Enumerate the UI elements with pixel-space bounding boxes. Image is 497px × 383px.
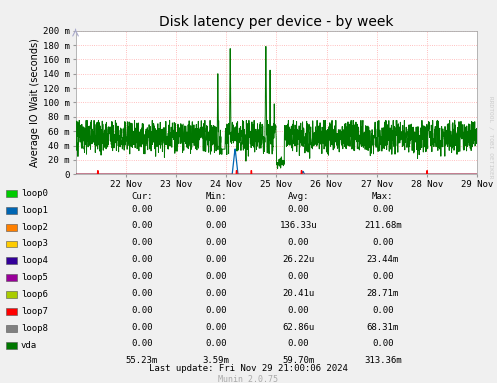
Text: 0.00: 0.00 (287, 238, 309, 247)
Text: 62.86u: 62.86u (282, 322, 314, 332)
Text: 68.31m: 68.31m (367, 322, 399, 332)
Text: 0.00: 0.00 (205, 289, 227, 298)
Text: 28.71m: 28.71m (367, 289, 399, 298)
Text: Min:: Min: (205, 192, 227, 201)
Text: 0.00: 0.00 (287, 306, 309, 315)
Text: loop3: loop3 (21, 239, 48, 249)
Text: 0.00: 0.00 (372, 238, 394, 247)
Text: 0.00: 0.00 (372, 205, 394, 214)
Text: loop7: loop7 (21, 307, 48, 316)
Text: 211.68m: 211.68m (364, 221, 402, 231)
Text: Max:: Max: (372, 192, 394, 201)
Text: 0.00: 0.00 (205, 255, 227, 264)
Text: RRDTOOL / TOBI OETIKER: RRDTOOL / TOBI OETIKER (489, 96, 494, 178)
Text: 0.00: 0.00 (205, 272, 227, 281)
Text: 0.00: 0.00 (205, 339, 227, 349)
Text: loop1: loop1 (21, 206, 48, 215)
Text: 136.33u: 136.33u (279, 221, 317, 231)
Text: 0.00: 0.00 (131, 289, 153, 298)
Text: loop0: loop0 (21, 189, 48, 198)
Text: loop4: loop4 (21, 256, 48, 265)
Text: 0.00: 0.00 (131, 238, 153, 247)
Text: loop2: loop2 (21, 223, 48, 232)
Text: 0.00: 0.00 (372, 272, 394, 281)
Text: 313.36m: 313.36m (364, 356, 402, 365)
Text: 55.23m: 55.23m (126, 356, 158, 365)
Text: 0.00: 0.00 (131, 306, 153, 315)
Text: 26.22u: 26.22u (282, 255, 314, 264)
Title: Disk latency per device - by week: Disk latency per device - by week (159, 15, 394, 29)
Text: 0.00: 0.00 (372, 339, 394, 349)
Text: Last update: Fri Nov 29 21:00:06 2024: Last update: Fri Nov 29 21:00:06 2024 (149, 364, 348, 373)
Text: 0.00: 0.00 (131, 322, 153, 332)
Text: loop5: loop5 (21, 273, 48, 282)
Text: 23.44m: 23.44m (367, 255, 399, 264)
Text: 0.00: 0.00 (205, 306, 227, 315)
Y-axis label: Average IO Wait (seconds): Average IO Wait (seconds) (30, 38, 40, 167)
Text: 0.00: 0.00 (205, 221, 227, 231)
Text: 0.00: 0.00 (131, 221, 153, 231)
Text: 0.00: 0.00 (372, 306, 394, 315)
Text: 0.00: 0.00 (287, 272, 309, 281)
Text: 0.00: 0.00 (131, 205, 153, 214)
Text: 0.00: 0.00 (205, 205, 227, 214)
Text: 3.59m: 3.59m (203, 356, 230, 365)
Text: 0.00: 0.00 (131, 255, 153, 264)
Text: Munin 2.0.75: Munin 2.0.75 (219, 375, 278, 383)
Text: loop6: loop6 (21, 290, 48, 299)
Text: 0.00: 0.00 (287, 339, 309, 349)
Text: loop8: loop8 (21, 324, 48, 333)
Text: Avg:: Avg: (287, 192, 309, 201)
Text: Cur:: Cur: (131, 192, 153, 201)
Text: 0.00: 0.00 (287, 205, 309, 214)
Text: vda: vda (21, 340, 37, 350)
Text: 0.00: 0.00 (205, 322, 227, 332)
Text: 20.41u: 20.41u (282, 289, 314, 298)
Text: 0.00: 0.00 (131, 272, 153, 281)
Text: 0.00: 0.00 (205, 238, 227, 247)
Text: 59.70m: 59.70m (282, 356, 314, 365)
Text: 0.00: 0.00 (131, 339, 153, 349)
